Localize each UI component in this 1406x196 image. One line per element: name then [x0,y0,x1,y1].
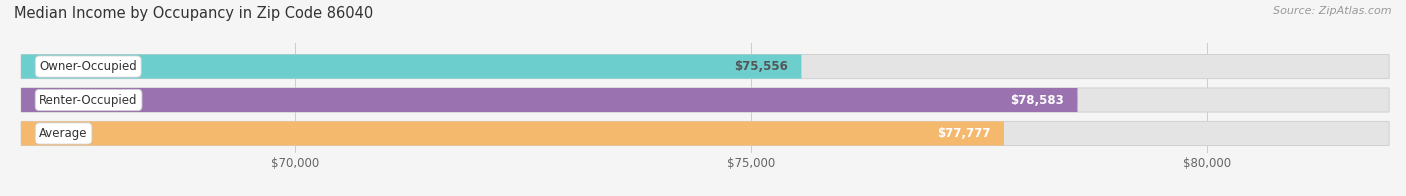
Text: Owner-Occupied: Owner-Occupied [39,60,136,73]
FancyBboxPatch shape [21,88,1389,112]
FancyBboxPatch shape [21,122,1389,145]
Text: Average: Average [39,127,87,140]
Text: $78,583: $78,583 [1010,93,1064,106]
FancyBboxPatch shape [21,54,801,79]
FancyBboxPatch shape [21,122,1004,145]
Text: Renter-Occupied: Renter-Occupied [39,93,138,106]
Text: $77,777: $77,777 [936,127,990,140]
Text: $75,556: $75,556 [734,60,787,73]
FancyBboxPatch shape [21,88,1077,112]
Text: Median Income by Occupancy in Zip Code 86040: Median Income by Occupancy in Zip Code 8… [14,6,374,21]
Text: Source: ZipAtlas.com: Source: ZipAtlas.com [1274,6,1392,16]
FancyBboxPatch shape [21,54,1389,79]
